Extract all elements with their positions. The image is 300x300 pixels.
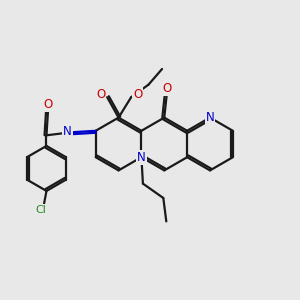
Text: N: N [63,125,72,138]
Text: O: O [44,98,52,111]
Text: N: N [206,111,214,124]
Text: O: O [162,82,171,95]
Text: N: N [137,151,146,164]
Text: Cl: Cl [36,205,46,215]
Text: O: O [133,88,142,101]
Text: O: O [96,88,105,101]
